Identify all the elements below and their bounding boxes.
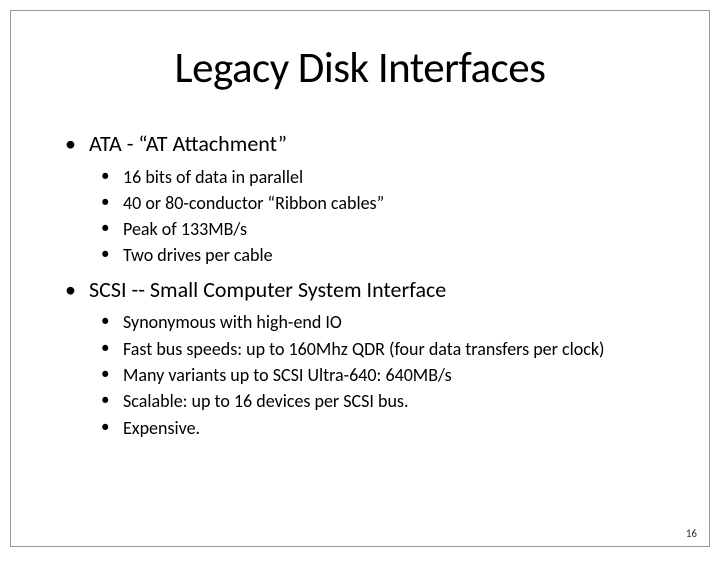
bullet-level2: Two drives per cable [61,243,659,267]
bullet-level2: 16 bits of data in parallel [61,165,659,189]
bullet-level2: Expensive. [61,416,659,440]
bullet-list: ATA - “AT Attachment” 16 bits of data in… [61,130,659,440]
page-number: 16 [686,527,697,540]
sub-bullet-group: 16 bits of data in parallel 40 or 80-con… [61,165,659,268]
sub-bullet-group: Synonymous with high-end IO Fast bus spe… [61,310,659,439]
bullet-level1: ATA - “AT Attachment” [61,130,659,159]
slide-title: Legacy Disk Interfaces [61,41,659,94]
bullet-level2: Scalable: up to 16 devices per SCSI bus. [61,389,659,413]
slide-container: Legacy Disk Interfaces ATA - “AT Attachm… [10,10,710,547]
bullet-level2: Fast bus speeds: up to 160Mhz QDR (four … [61,337,659,361]
bullet-level1: SCSI -- Small Computer System Interface [61,276,659,305]
bullet-level2: Many variants up to SCSI Ultra-640: 640M… [61,363,659,387]
bullet-level2: Synonymous with high-end IO [61,310,659,334]
bullet-level2: Peak of 133MB/s [61,217,659,241]
bullet-level2: 40 or 80-conductor “Ribbon cables” [61,191,659,215]
